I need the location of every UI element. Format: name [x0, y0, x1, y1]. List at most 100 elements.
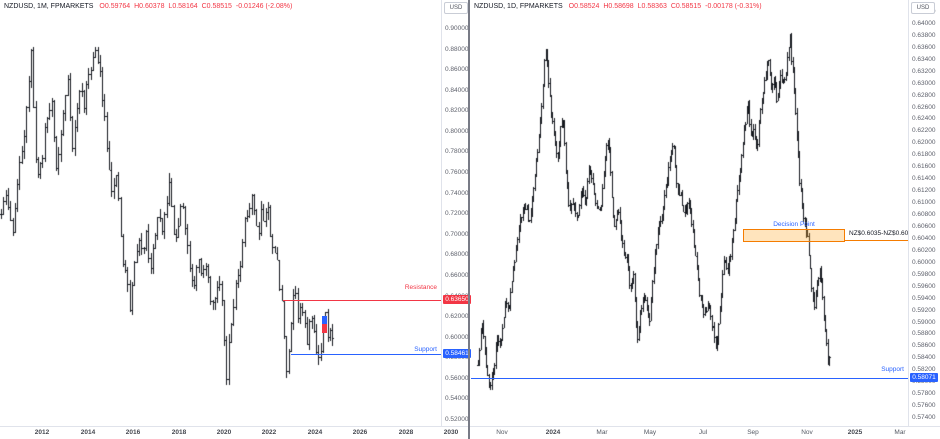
price-chart-canvas-daily[interactable] [470, 0, 938, 427]
price-axis-label: 0.54000 [445, 395, 469, 403]
price-axis-label: 0.63800 [912, 31, 936, 39]
time-axis-label: 2025 [847, 429, 863, 436]
price-axis-label: 0.62400 [912, 115, 936, 123]
price-axis-label: 0.59200 [912, 306, 936, 314]
price-axis-label: 0.60600 [912, 222, 936, 230]
price-axis-label: 0.61000 [912, 199, 936, 207]
price-axis-label: 0.64000 [912, 19, 936, 27]
price-change: -0.01246 (-2.08%) [235, 3, 293, 10]
symbol-title: NZDUSD, 1D, FPMARKETS [474, 3, 563, 10]
decision-point-range-text: NZ$0.6035-NZ$0.6056 [849, 230, 916, 237]
price-axis-label: 0.72000 [445, 210, 469, 218]
pane-divider[interactable] [468, 0, 470, 439]
ohlc-low: L0.58363 [637, 3, 667, 10]
price-axis-label: 0.60000 [912, 258, 936, 266]
price-axis-label: 0.61600 [912, 163, 936, 171]
time-axis-label: Mar [894, 429, 906, 436]
decision-point-label: Decision Point [773, 221, 815, 228]
price-axis-label: 0.88000 [445, 45, 469, 53]
time-axis-label: 2028 [398, 429, 414, 436]
decision-point-extension-line [845, 240, 908, 241]
time-axis-label: 2014 [80, 429, 96, 436]
support-line[interactable] [291, 354, 441, 355]
price-axis-label: 0.61400 [912, 175, 936, 183]
time-axis-label: 2024 [307, 429, 323, 436]
time-axis-label: Nov [801, 429, 813, 436]
price-axis-label: 0.59800 [912, 270, 936, 278]
price-axis-label: 0.61200 [912, 187, 936, 195]
price-axis-label: 0.62200 [912, 127, 936, 135]
price-axis-label: 0.63200 [912, 67, 936, 75]
price-axis-label: 0.60000 [445, 333, 469, 341]
price-axis-daily[interactable]: USD 0.58071 0.642000.640000.638000.63600… [908, 0, 940, 433]
price-axis-label: 0.63000 [912, 79, 936, 87]
support-price-chip: 0.58461 [443, 349, 471, 358]
time-axis-label: Nov [496, 429, 508, 436]
ohlc-close: C0.58515 [670, 3, 702, 10]
resistance-label: Resistance [404, 284, 437, 291]
price-change: -0.00178 (-0.31%) [705, 3, 762, 10]
price-axis-label: 0.58400 [912, 354, 936, 362]
position-marker-blue[interactable] [322, 316, 327, 324]
time-axis-daily[interactable]: Nov 2024 Mar May Jul Sep Nov 2025 Mar [470, 426, 940, 439]
price-axis-label: 0.62000 [912, 139, 936, 147]
price-axis-label: 0.58600 [912, 342, 936, 350]
price-axis-label: 0.74000 [445, 189, 469, 197]
price-axis-label: 0.66000 [445, 271, 469, 279]
price-axis-label: 0.52000 [445, 416, 469, 423]
time-axis-label: 2020 [216, 429, 232, 436]
price-axis-label: 0.62000 [445, 313, 469, 321]
symbol-title: NZDUSD, 1M, FPMARKETS [4, 3, 94, 10]
time-axis-label: 2012 [34, 429, 50, 436]
price-axis-label: 0.60800 [912, 211, 936, 219]
resistance-line[interactable] [283, 300, 441, 301]
currency-chip[interactable]: USD [911, 2, 935, 14]
price-axis-label: 0.80000 [445, 127, 469, 135]
price-axis-label: 0.62800 [912, 91, 936, 99]
price-axis-label: 0.59400 [912, 294, 936, 302]
price-axis-label: 0.60400 [912, 234, 936, 242]
time-axis-label: Jul [698, 429, 708, 436]
support-price-chip: 0.58071 [910, 373, 938, 382]
price-axis-label: 0.59000 [912, 318, 936, 326]
price-axis-label: 0.84000 [445, 86, 469, 94]
price-chart-canvas-monthly[interactable] [0, 0, 468, 427]
price-axis-monthly[interactable]: USD 0.63650 0.58461 0.90000 0.88000 0.8600… [441, 0, 471, 427]
price-axis-label: 0.86000 [445, 66, 469, 74]
resistance-price-chip: 0.63650 [443, 295, 471, 304]
time-axis-label: 2024 [545, 429, 561, 436]
time-axis-label: 2016 [125, 429, 141, 436]
time-axis-label: 2018 [171, 429, 187, 436]
price-axis-label: 0.57400 [912, 414, 936, 422]
ohlc-open: O0.59764 [99, 3, 131, 10]
chart-legend-daily: NZDUSD, 1D, FPMARKETS O0.58524 H0.58698 … [474, 3, 762, 10]
support-line[interactable] [470, 378, 908, 379]
time-axis-label: May [643, 429, 657, 436]
time-axis-label: 2030 [443, 429, 459, 436]
price-axis-label: 0.78000 [445, 148, 469, 156]
support-label: Support [881, 366, 904, 373]
currency-chip[interactable]: USD [444, 2, 468, 14]
ohlc-open: O0.58524 [568, 3, 600, 10]
support-label: Support [414, 346, 437, 353]
price-axis-label: 0.76000 [445, 169, 469, 177]
price-axis-label: 0.90000 [445, 25, 469, 32]
chart-legend-monthly: NZDUSD, 1M, FPMARKETS O0.59764 H0.60378 … [4, 3, 292, 10]
chart-pane-monthly: NZDUSD, 1M, FPMARKETS O0.59764 H0.60378 … [0, 0, 471, 439]
ohlc-low: L0.58164 [168, 3, 198, 10]
price-axis-label: 0.63600 [912, 43, 936, 51]
ohlc-high: H0.60378 [134, 3, 165, 10]
time-axis-label: 2022 [261, 429, 277, 436]
position-marker-red[interactable] [322, 324, 327, 333]
price-axis-label: 0.82000 [445, 107, 469, 115]
time-axis-monthly[interactable]: 2012 2014 2016 2018 2020 2022 2024 2026 2028 2030 [0, 426, 470, 439]
price-axis-label: 0.68000 [445, 251, 469, 259]
chart-pane-daily: NZDUSD, 1D, FPMARKETS O0.58524 H0.58698 … [470, 0, 940, 439]
price-axis-label: 0.60200 [912, 246, 936, 254]
price-axis-label: 0.61800 [912, 151, 936, 159]
decision-point-zone[interactable] [743, 229, 845, 242]
ohlc-close: C0.58515 [201, 3, 232, 10]
price-axis-label: 0.57600 [912, 402, 936, 410]
price-axis-label: 0.58200 [912, 366, 936, 374]
